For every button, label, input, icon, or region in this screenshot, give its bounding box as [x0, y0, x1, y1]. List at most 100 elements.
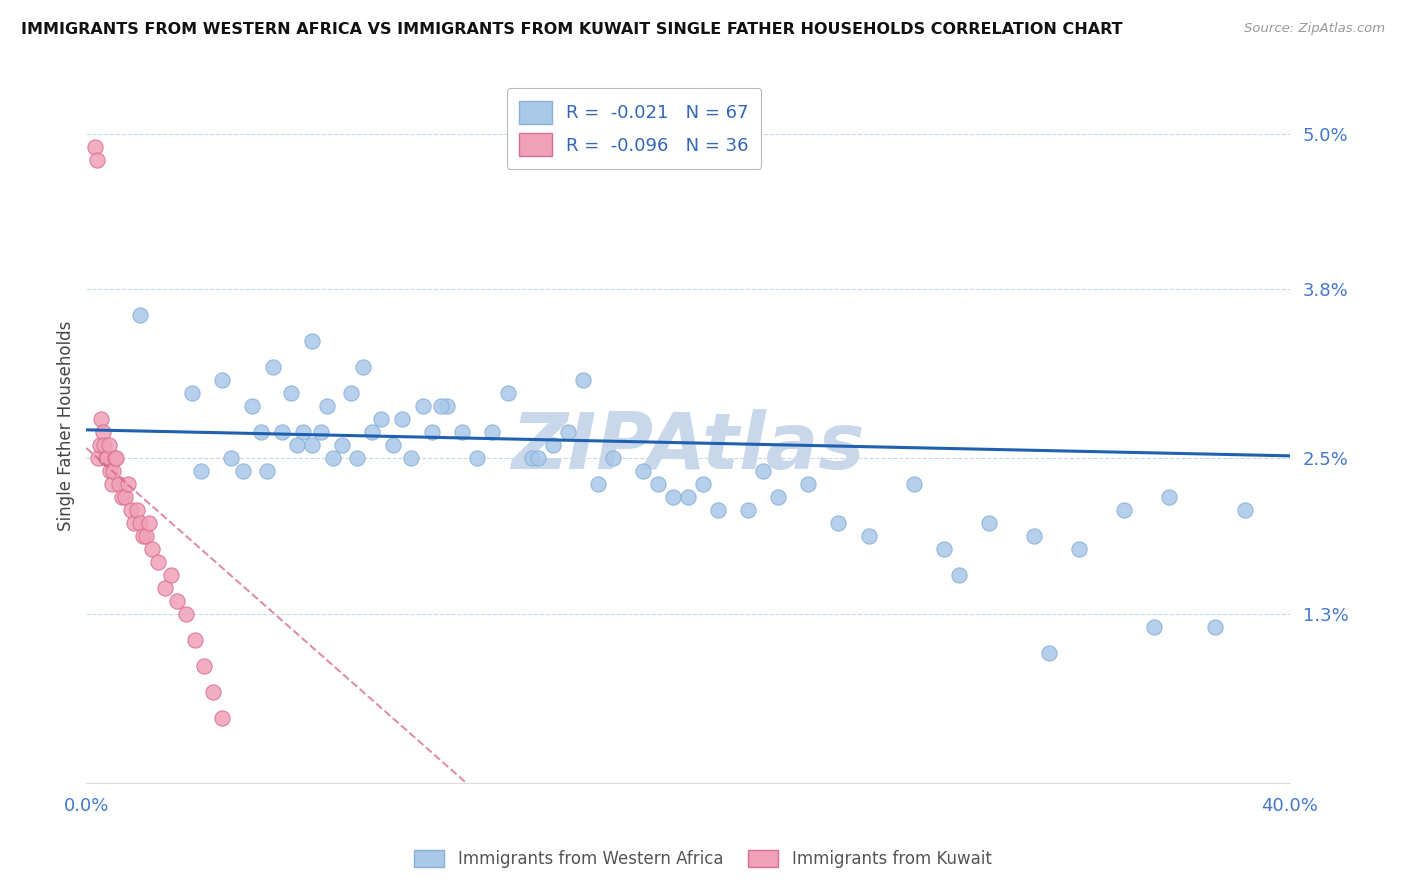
Point [193, 659, 215, 673]
Text: IMMIGRANTS FROM WESTERN AFRICA VS IMMIGRANTS FROM KUWAIT SINGLE FATHER HOUSEHOLD: IMMIGRANTS FROM WESTERN AFRICA VS IMMIGR… [21, 22, 1123, 37]
Point [1159, 491, 1181, 505]
Point [96, 451, 118, 466]
Point [135, 529, 157, 543]
Point [87, 451, 110, 466]
Point [557, 425, 579, 440]
Legend: Immigrants from Western Africa, Immigrants from Kuwait: Immigrants from Western Africa, Immigran… [408, 843, 998, 875]
Point [309, 425, 332, 440]
Point [97, 438, 120, 452]
Legend: R =  -0.021   N = 67, R =  -0.096   N = 36: R = -0.021 N = 67, R = -0.096 N = 36 [506, 88, 761, 169]
Point [240, 400, 263, 414]
Point [316, 400, 339, 414]
Point [768, 491, 790, 505]
Point [114, 491, 136, 505]
Point [270, 425, 292, 440]
Point [211, 374, 233, 388]
Point [481, 425, 503, 440]
Point [370, 412, 392, 426]
Point [190, 465, 212, 479]
Point [101, 477, 124, 491]
Point [132, 529, 155, 543]
Point [496, 386, 519, 401]
Point [262, 360, 284, 375]
Point [89, 438, 111, 452]
Point [1233, 503, 1256, 517]
Point [1143, 620, 1166, 634]
Point [662, 491, 685, 505]
Point [647, 477, 669, 491]
Point [103, 465, 125, 479]
Point [692, 477, 714, 491]
Point [159, 568, 181, 582]
Point [451, 425, 474, 440]
Point [111, 491, 134, 505]
Point [232, 465, 254, 479]
Point [436, 400, 458, 414]
Point [141, 542, 163, 557]
Point [737, 503, 759, 517]
Point [361, 425, 384, 440]
Point [382, 438, 405, 452]
Point [138, 516, 160, 531]
Point [340, 386, 363, 401]
Point [1022, 529, 1045, 543]
Point [346, 451, 368, 466]
Point [858, 529, 880, 543]
Y-axis label: Single Father Households: Single Father Households [58, 321, 75, 531]
Point [291, 425, 314, 440]
Point [84, 139, 107, 153]
Point [903, 477, 925, 491]
Point [285, 438, 308, 452]
Point [148, 556, 170, 570]
Point [467, 451, 489, 466]
Point [932, 542, 955, 557]
Point [183, 633, 205, 648]
Point [707, 503, 730, 517]
Point [526, 451, 548, 466]
Point [98, 465, 121, 479]
Point [129, 309, 152, 323]
Point [211, 711, 233, 725]
Point [420, 425, 443, 440]
Point [977, 516, 1000, 531]
Point [752, 465, 775, 479]
Point [93, 438, 115, 452]
Point [256, 465, 278, 479]
Point [797, 477, 820, 491]
Point [124, 516, 146, 531]
Point [180, 386, 202, 401]
Point [90, 412, 112, 426]
Text: ZIPAtlas: ZIPAtlas [512, 409, 865, 485]
Point [1069, 542, 1091, 557]
Point [91, 425, 114, 440]
Point [219, 451, 242, 466]
Point [520, 451, 543, 466]
Point [129, 516, 152, 531]
Point [412, 400, 434, 414]
Point [108, 477, 131, 491]
Point [602, 451, 624, 466]
Point [104, 451, 127, 466]
Point [399, 451, 422, 466]
Point [391, 412, 413, 426]
Point [330, 438, 353, 452]
Point [430, 400, 453, 414]
Point [280, 386, 302, 401]
Point [1204, 620, 1226, 634]
Point [127, 503, 149, 517]
Point [86, 153, 108, 167]
Point [249, 425, 271, 440]
Point [301, 334, 323, 349]
Text: Source: ZipAtlas.com: Source: ZipAtlas.com [1244, 22, 1385, 36]
Point [120, 503, 142, 517]
Point [174, 607, 197, 622]
Point [352, 360, 374, 375]
Point [948, 568, 970, 582]
Point [94, 451, 117, 466]
Point [571, 374, 593, 388]
Point [301, 438, 323, 452]
Point [827, 516, 849, 531]
Point [201, 685, 224, 699]
Point [117, 477, 139, 491]
Point [676, 491, 699, 505]
